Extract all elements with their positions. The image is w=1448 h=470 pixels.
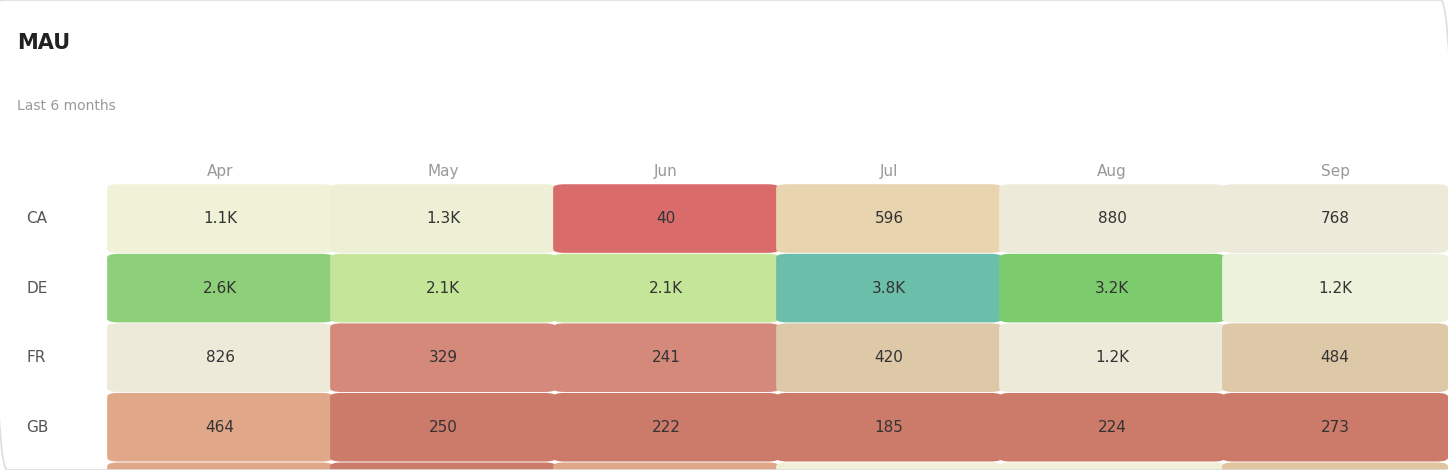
- FancyBboxPatch shape: [999, 462, 1225, 470]
- FancyBboxPatch shape: [553, 323, 779, 392]
- Text: 880: 880: [1098, 211, 1127, 226]
- Text: Sep: Sep: [1321, 164, 1350, 179]
- Text: 40: 40: [656, 211, 676, 226]
- FancyBboxPatch shape: [776, 323, 1002, 392]
- Text: 1.2K: 1.2K: [1095, 350, 1129, 365]
- FancyBboxPatch shape: [330, 393, 556, 462]
- FancyBboxPatch shape: [1222, 184, 1448, 253]
- Text: 3.8K: 3.8K: [872, 281, 906, 296]
- FancyBboxPatch shape: [776, 393, 1002, 462]
- FancyBboxPatch shape: [107, 393, 333, 462]
- Text: DE: DE: [26, 281, 48, 296]
- FancyBboxPatch shape: [999, 393, 1225, 462]
- Text: MAU: MAU: [17, 33, 71, 53]
- FancyBboxPatch shape: [553, 254, 779, 322]
- FancyBboxPatch shape: [553, 393, 779, 462]
- FancyBboxPatch shape: [1222, 393, 1448, 462]
- FancyBboxPatch shape: [553, 184, 779, 253]
- FancyBboxPatch shape: [107, 184, 333, 253]
- FancyBboxPatch shape: [999, 254, 1225, 322]
- Text: 596: 596: [875, 211, 904, 226]
- Text: 2.6K: 2.6K: [203, 281, 237, 296]
- FancyBboxPatch shape: [1222, 323, 1448, 392]
- Text: 484: 484: [1321, 350, 1350, 365]
- Text: 826: 826: [206, 350, 235, 365]
- FancyBboxPatch shape: [999, 184, 1225, 253]
- FancyBboxPatch shape: [776, 462, 1002, 470]
- Text: 185: 185: [875, 420, 904, 435]
- Text: 1.1K: 1.1K: [203, 211, 237, 226]
- FancyBboxPatch shape: [1222, 254, 1448, 322]
- Text: FR: FR: [26, 350, 45, 365]
- Text: 329: 329: [429, 350, 458, 365]
- FancyBboxPatch shape: [330, 254, 556, 322]
- Text: Aug: Aug: [1098, 164, 1127, 179]
- FancyBboxPatch shape: [330, 323, 556, 392]
- Text: GB: GB: [26, 420, 48, 435]
- Text: CA: CA: [26, 211, 48, 226]
- Text: 2.1K: 2.1K: [426, 281, 460, 296]
- Text: 250: 250: [429, 420, 458, 435]
- Text: 1.2K: 1.2K: [1318, 281, 1352, 296]
- Text: 2.1K: 2.1K: [649, 281, 683, 296]
- Text: Jul: Jul: [880, 164, 898, 179]
- Text: May: May: [427, 164, 459, 179]
- Text: 222: 222: [652, 420, 681, 435]
- Text: Last 6 months: Last 6 months: [17, 99, 116, 113]
- FancyBboxPatch shape: [107, 462, 333, 470]
- FancyBboxPatch shape: [776, 184, 1002, 253]
- Text: 464: 464: [206, 420, 235, 435]
- FancyBboxPatch shape: [776, 254, 1002, 322]
- Text: Apr: Apr: [207, 164, 233, 179]
- FancyBboxPatch shape: [107, 323, 333, 392]
- Text: 420: 420: [875, 350, 904, 365]
- FancyBboxPatch shape: [999, 323, 1225, 392]
- Text: 1.3K: 1.3K: [426, 211, 460, 226]
- Text: 224: 224: [1098, 420, 1127, 435]
- Text: 768: 768: [1321, 211, 1350, 226]
- Text: 3.2K: 3.2K: [1095, 281, 1129, 296]
- FancyBboxPatch shape: [330, 462, 556, 470]
- FancyBboxPatch shape: [107, 254, 333, 322]
- FancyBboxPatch shape: [330, 184, 556, 253]
- Text: 241: 241: [652, 350, 681, 365]
- Text: Jun: Jun: [654, 164, 678, 179]
- Text: 273: 273: [1321, 420, 1350, 435]
- FancyBboxPatch shape: [1222, 462, 1448, 470]
- FancyBboxPatch shape: [553, 462, 779, 470]
